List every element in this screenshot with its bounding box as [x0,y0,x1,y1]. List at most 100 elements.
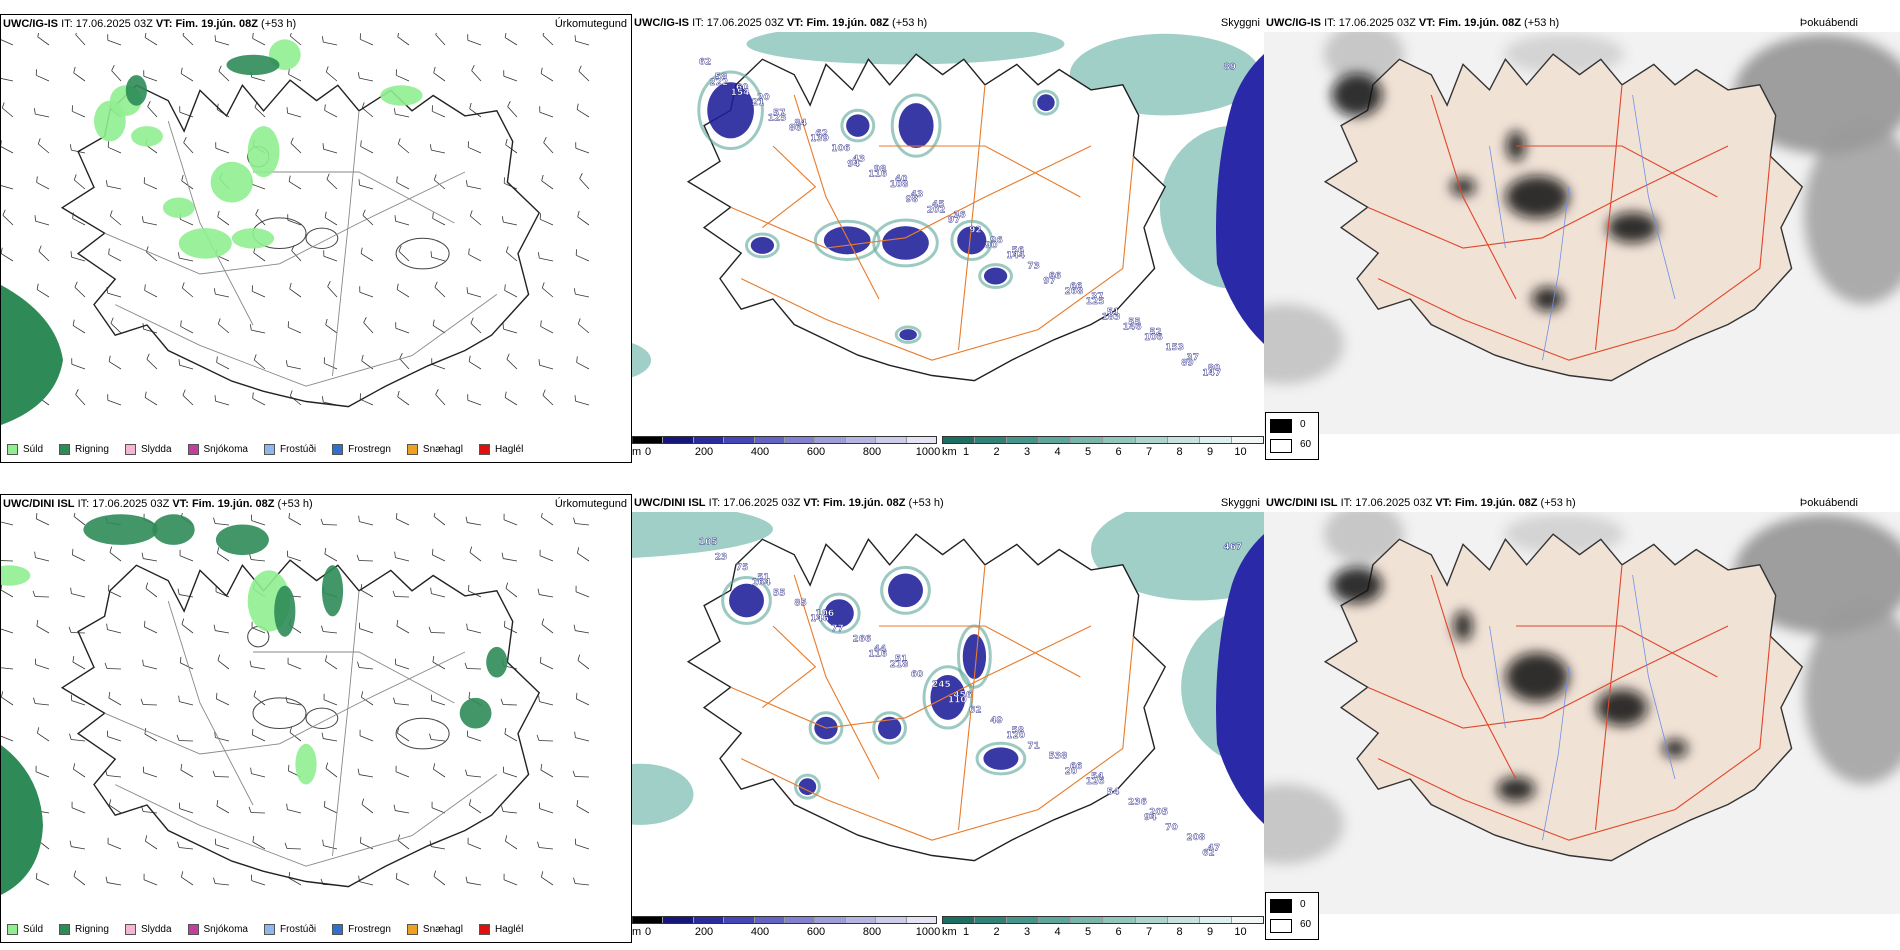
visibility-fringe [721,576,772,625]
legend-item: Snjókoma [187,443,248,455]
legend-item: Súld [7,443,44,455]
river-network [1489,94,1676,361]
it-value: 17.06.2025 03Z [1338,17,1416,29]
fog-area [1450,177,1476,196]
cloud-base-label: 66 [1070,282,1083,292]
cloud-base-label: 106 [831,144,850,154]
colorbar-cell [633,917,664,923]
fog-area [1596,689,1648,726]
legend-item: Snjókoma [187,923,248,935]
colorbar-cell [975,917,1008,923]
rain-area [1,285,63,425]
low-cloud-area [1216,534,1264,824]
panel-header: UWC/DINI ISL IT: 17.06.2025 03Z VT: Fim.… [632,494,1264,512]
legend-item: Snæhagl [406,923,463,935]
cloud-base-label: 208 [1186,833,1205,843]
visibility-fringe [880,565,931,615]
cloud-base-label: 52 [1149,328,1162,338]
legend-label: Snæhagl [422,443,463,455]
panel-header: UWC/IG-IS IT: 17.06.2025 03Z VT: Fim. 19… [1264,14,1900,32]
panel-title: Þokuábendi [1799,17,1858,29]
visibility-fringe [744,232,780,259]
precip-area [131,126,163,147]
precip-type-panel-top: UWC/IG-IS IT: 17.06.2025 03Z VT: Fim. 19… [0,14,632,463]
cloud-base-label: 43 [853,154,866,164]
fog-legend-swatch [1270,439,1292,453]
colorbar-tick: 8 [1176,446,1183,458]
colorbar-tick: 1 [962,446,970,458]
legend-label: Snæhagl [422,923,463,935]
colorbar-tick: 4 [1054,926,1061,938]
colorbar-cell [975,437,1008,443]
fog-legend: 0 60 [1265,412,1319,460]
fog-haze [1804,604,1900,784]
it-label: IT: [1340,497,1353,509]
road-network [730,84,1134,361]
cloudbase-visibility-panel-top: UWC/IG-IS IT: 17.06.2025 03Z VT: Fim. 19… [632,14,1264,463]
legend-swatch [406,443,418,455]
glacier-outline [395,237,450,270]
colorbar-cells [942,916,1264,924]
colorbar-cell [785,917,816,923]
legend-swatch [478,923,490,935]
low-visibility-area [746,23,1065,65]
cloud-base-label: 60 [736,83,749,93]
colorbar-cell [693,437,725,443]
colorbar-cell [876,917,907,923]
cloud-base-label: 125 [1086,297,1105,307]
cloud-base-label: 97 [1043,277,1056,287]
legend-item: Súld [7,923,43,935]
colorbar-cell [1007,917,1040,923]
vt-label: VT: [786,17,804,29]
it-label: IT: [77,498,90,510]
cloud-base-label: 40 [895,175,908,185]
legend-item: Slydda [124,443,172,455]
lead-time: (+53 h) [908,497,944,509]
lead-time: (+53 h) [261,18,297,30]
cloud-base-label: 62 [969,706,982,716]
legend-swatch [124,923,136,935]
cloud-base-label: 96 [990,236,1003,246]
colorbar-tick: 1 [962,926,970,938]
visibility-fringe [697,70,764,151]
cloud-base-label: 51 [895,655,908,665]
vt-label: VT: [172,498,189,510]
legend-item: Frostregn [332,923,391,935]
cloud-base-label: 66 [1049,272,1062,282]
fog-area [1505,652,1569,702]
precip-legend: Súld Rigning Slydda Snjókoma Frostúði Frostre… [1,918,533,940]
panel-title: Skyggni [1220,497,1260,509]
cloud-base-label: 90 [985,241,998,251]
colorbar-tick: 0 [644,926,652,938]
colorbar-cell [663,917,694,923]
colorbar-cell [633,437,664,443]
precip-type-panel-bottom: UWC/DINI ISL IT: 17.06.2025 03Z VT: Fim.… [0,494,632,943]
colorbar-cell [1071,437,1104,443]
precip-map [1,510,590,895]
cloud-base-label: 245 [932,680,951,690]
colorbar-tick: 2 [993,926,1000,938]
colorbar-cell [815,437,846,443]
cloud-base-label: 139 [810,134,829,144]
visibility-fringe [840,108,876,143]
legend-item: Rigning [59,923,109,935]
visibility-fringe [817,592,861,634]
legend-label: Slydda [140,443,172,455]
cloud-base-label: 205 [1149,808,1168,818]
cloud-base-label: 20 [757,93,770,103]
colorbar-tick: 10 [1234,926,1247,938]
fog-area [1331,566,1383,604]
legend-label: Snjókoma [203,443,248,455]
low-cloud-area [729,583,764,618]
legend-label: Súld [23,443,44,455]
visibility-fringe [808,711,844,745]
road-network [104,590,498,867]
cloud-base-label: 538 [1049,752,1068,762]
cloud-base-label: 55 [1128,318,1141,328]
cloud-base-label: 73 [1027,261,1040,271]
colorbar-cell [815,917,846,923]
legend-label: Snjókoma [203,923,248,935]
fog-legend-label: 0 [1300,899,1306,910]
colorbar-cell [1039,437,1072,443]
colorbar-cell [724,917,755,923]
